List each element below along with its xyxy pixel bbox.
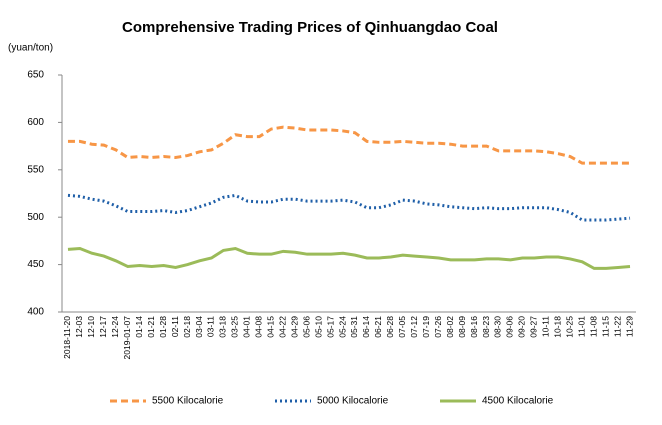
y-axis-label: (yuan/ton) [8,43,53,54]
x-tick-label: 04-22 [277,316,287,338]
x-tick-label: 07-12 [409,316,419,338]
x-tick-label: 05-24 [337,316,347,338]
x-tick-label: 06-21 [373,316,383,338]
x-tick-label: 08-16 [469,316,479,338]
x-tick-label: 11-01 [576,316,586,337]
x-tick-label: 10-18 [553,316,563,338]
series-line [67,125,631,165]
x-tick-label: 07-19 [421,316,431,338]
x-tick-label: 07-05 [397,316,407,338]
y-tick-label: 650 [27,70,44,81]
x-tick-label: 03-04 [194,316,204,338]
x-tick-label: 09-20 [517,316,527,338]
legend-label: 5000 Kilocalorie [317,396,389,407]
y-tick-label: 450 [27,259,44,270]
y-tick-label: 400 [27,307,44,318]
x-tick-label: 03-25 [230,316,240,338]
x-tick-label: 03-18 [218,316,228,338]
x-tick-label: 01-21 [146,316,156,338]
x-tick-label: 08-09 [457,316,467,338]
x-tick-label: 11-15 [600,316,610,337]
x-tick-label: 2019-01-07 [122,316,132,360]
x-tick-label: 05-31 [349,316,359,338]
x-tick-label: 12-10 [86,316,96,338]
x-tick-label: 12-24 [110,316,120,338]
x-tick-label: 09-27 [529,316,539,338]
x-tick-label: 08-02 [445,316,455,338]
chart-title: Comprehensive Trading Prices of Qinhuang… [122,19,498,36]
x-tick-label: 11-08 [588,316,598,337]
x-tick-label: 03-11 [206,316,216,337]
x-tick-label: 10-11 [541,316,551,337]
x-tick-label: 02-11 [170,316,180,337]
x-tick-label: 07-26 [433,316,443,338]
x-tick-label: 09-06 [505,316,515,338]
legend-label: 4500 Kilocalorie [482,396,554,407]
x-tick-label: 06-28 [385,316,395,338]
x-tick-label: 05-17 [325,316,335,338]
x-tick-label: 12-03 [74,316,84,338]
x-tick-label: 2018-11-20 [62,316,72,359]
y-tick-label: 550 [27,164,44,175]
x-tick-label: 08-30 [493,316,503,338]
x-tick-label: 01-28 [158,316,168,338]
legend-label: 5500 Kilocalorie [152,396,224,407]
x-tick-label: 11-22 [612,316,622,337]
x-tick-label: 04-15 [266,316,276,338]
x-tick-label: 05-06 [301,316,311,338]
x-tick-label: 08-23 [481,316,491,338]
x-tick-label: 04-29 [289,316,299,338]
x-tick-label: 02-18 [182,316,192,338]
x-tick-label: 06-14 [361,316,371,338]
x-tick-label: 10-25 [564,316,574,338]
x-tick-label: 11-29 [624,316,634,337]
x-tick-label: 04-08 [254,316,264,338]
x-tick-label: 01-14 [134,316,144,338]
y-tick-label: 600 [27,117,44,128]
x-tick-label: 12-17 [98,316,108,338]
series-line [67,193,631,222]
series-line [67,246,631,270]
x-tick-label: 04-01 [242,316,252,338]
x-tick-label: 05-10 [313,316,323,338]
y-tick-label: 500 [27,212,44,223]
